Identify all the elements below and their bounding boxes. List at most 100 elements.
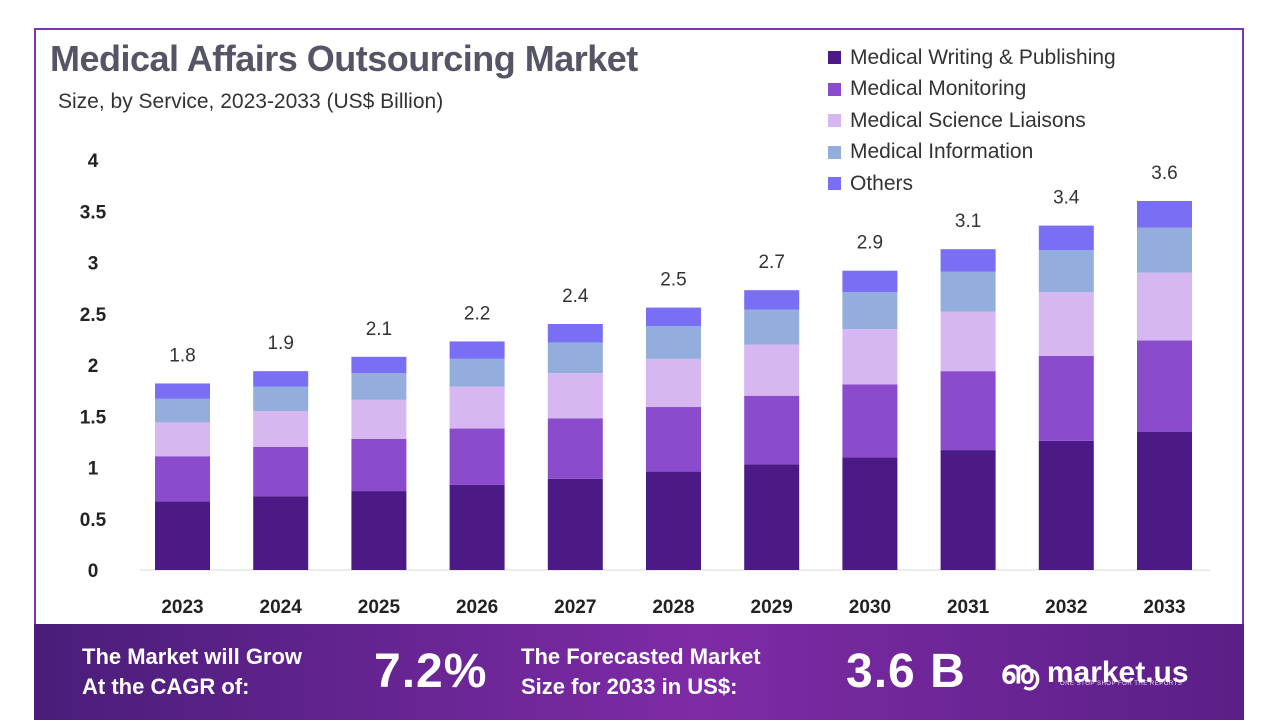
bar-total-label: 2.7 — [758, 252, 784, 273]
bar-segment — [351, 399, 407, 439]
legend-item: Medical Writing & Publishing — [828, 42, 1116, 74]
x-tick-label: 2031 — [947, 597, 990, 618]
forecast-label-line1: The Forecasted Market — [521, 644, 761, 669]
bar-segment — [449, 341, 505, 359]
legend-swatch — [828, 51, 841, 65]
y-tick-label: 3 — [88, 254, 99, 275]
bar-segment — [940, 371, 996, 451]
bar-segment — [842, 384, 898, 458]
bar-segment — [253, 386, 309, 412]
x-tick-label: 2030 — [849, 597, 891, 618]
bar-segment — [646, 307, 701, 327]
bar-segment — [842, 329, 898, 385]
summary-banner: The Market will Grow At the CAGR of: 7.2… — [34, 624, 1244, 720]
bar-segment — [547, 324, 603, 343]
bar-segment — [940, 311, 996, 372]
cagr-label-line1: The Market will Grow — [82, 644, 303, 669]
bar-segment — [646, 326, 701, 359]
bar-segment — [155, 383, 210, 399]
bar-total-label: 1.8 — [169, 345, 195, 366]
bar-segment — [449, 484, 505, 570]
y-tick-label: 1 — [88, 459, 99, 480]
x-tick-label: 2033 — [1143, 597, 1185, 618]
bar-segment — [155, 456, 210, 502]
chart-subtitle: Size, by Service, 2023-2033 (US$ Billion… — [58, 90, 444, 113]
x-tick-label: 2026 — [456, 597, 498, 618]
bar-segment — [646, 358, 701, 408]
legend-label: Medical Science Liaisons — [850, 108, 1086, 132]
bar-segment — [744, 309, 800, 345]
legend-swatch — [828, 82, 841, 96]
bar-segment — [351, 373, 407, 400]
bar-segment — [351, 438, 407, 492]
legend-label: Medical Monitoring — [850, 77, 1027, 101]
bar-total-label: 3.6 — [1151, 163, 1177, 184]
bar-total-label: 2.5 — [660, 270, 686, 291]
bar-segment — [253, 496, 309, 570]
forecast-label: The Forecasted Market Size for 2033 in U… — [521, 642, 761, 702]
x-tick-label: 2029 — [751, 597, 793, 618]
bar-total-label: 3.4 — [1053, 188, 1080, 209]
forecast-label-line2: Size for 2033 in US$: — [521, 674, 738, 699]
cagr-label: The Market will Grow At the CAGR of: — [82, 642, 302, 702]
bar-segment — [842, 270, 898, 293]
bar-segment — [547, 342, 603, 374]
legend-item: Medical Monitoring — [828, 74, 1116, 106]
legend-swatch — [828, 114, 841, 128]
x-tick-label: 2028 — [652, 597, 694, 618]
bar-segment — [155, 398, 210, 423]
y-tick-label: 1.5 — [80, 407, 107, 428]
legend-item: Others — [828, 168, 1116, 200]
legend-swatch — [828, 177, 841, 191]
bar-segment — [253, 371, 309, 387]
bar-segment — [351, 356, 407, 374]
x-tick-label: 2027 — [554, 597, 596, 618]
legend-label: Others — [850, 171, 914, 195]
bar-segment — [744, 344, 800, 396]
legend-swatch — [828, 145, 841, 159]
bar-segment — [744, 395, 800, 465]
cagr-value: 7.2% — [374, 645, 488, 698]
chart-title: Medical Affairs Outsourcing Market — [50, 38, 638, 79]
x-tick-label: 2024 — [260, 597, 303, 618]
bar-segment — [842, 457, 898, 570]
bar-segment — [940, 271, 996, 312]
bar-segment — [1038, 225, 1094, 251]
bar-segment — [547, 373, 603, 419]
bar-total-label: 2.4 — [562, 286, 589, 307]
y-tick-label: 2 — [88, 356, 99, 377]
bar-segment — [253, 411, 309, 447]
legend-label: Medical Writing & Publishing — [850, 45, 1116, 69]
bar-total-label: 1.9 — [267, 333, 293, 354]
bar-segment — [351, 491, 407, 570]
bar-segment — [1137, 431, 1192, 570]
bar-segment — [940, 249, 996, 272]
bar-segment — [155, 501, 210, 570]
x-tick-label: 2025 — [358, 597, 401, 618]
bar-segment — [253, 447, 309, 497]
y-tick-label: 0.5 — [80, 510, 107, 531]
y-tick-label: 0 — [88, 561, 99, 582]
bar-segment — [1038, 440, 1094, 570]
brand-logo: ൡ market.us — [1000, 654, 1189, 692]
legend-label: Medical Information — [850, 140, 1034, 164]
forecast-value: 3.6 B — [846, 645, 966, 698]
bar-segment — [547, 418, 603, 479]
y-tick-label: 4 — [88, 151, 99, 172]
legend-item: Medical Science Liaisons — [828, 105, 1116, 137]
bar-segment — [1137, 272, 1192, 341]
brand-name: market.us — [1046, 656, 1189, 689]
bar-segment — [1038, 250, 1094, 293]
bar-segment — [1038, 292, 1094, 356]
market-us-logo-icon: ൡ — [1000, 654, 1039, 690]
bar-total-label: 2.9 — [857, 233, 883, 254]
bar-segment — [646, 471, 701, 570]
bar-segment — [842, 292, 898, 330]
legend-item: Medical Information — [828, 137, 1116, 169]
bar-segment — [1137, 201, 1192, 228]
bar-segment — [744, 464, 800, 570]
bar-total-label: 2.2 — [464, 303, 490, 324]
bar-segment — [449, 386, 505, 429]
bar-segment — [1137, 340, 1192, 432]
